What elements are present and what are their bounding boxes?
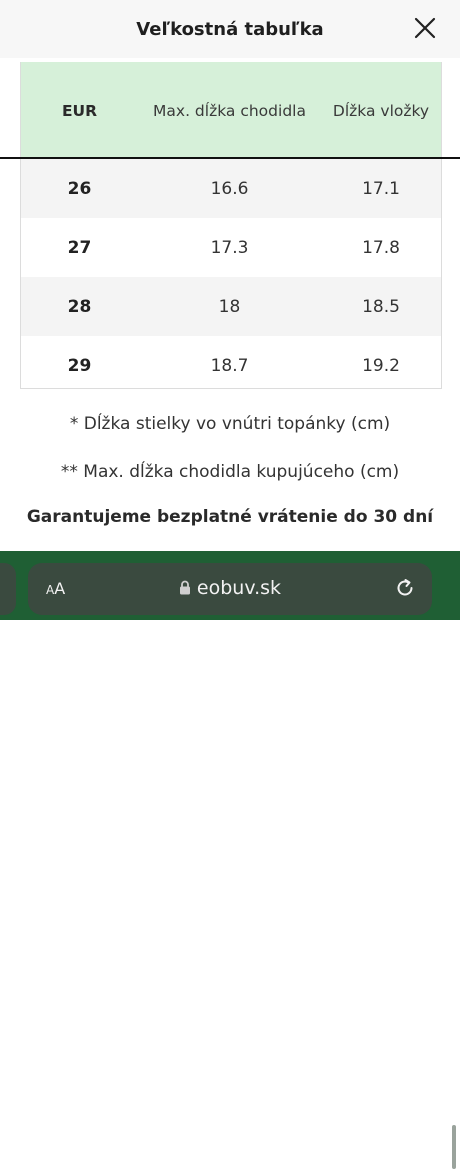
cell-eur: 29	[67, 355, 92, 376]
browser-bottom-bar: AA eobuv.sk	[0, 551, 460, 1169]
table-header: EUR Max. dĺžka chodidla Dĺžka vložky	[21, 62, 441, 159]
text-size-large-glyph: A	[54, 579, 66, 598]
cell-max-foot-length: 17.3	[210, 237, 249, 258]
table-row: 27 17.3 17.8	[21, 218, 441, 277]
cell-insole-length: 19.2	[362, 355, 400, 376]
modal-title: Veľkostná tabuľka	[136, 18, 324, 40]
table-row: 29 18.7 19.2	[21, 336, 441, 388]
column-header-eur: EUR	[61, 101, 98, 120]
previous-tab[interactable]	[0, 563, 16, 615]
table-row: 28 18 18.5	[21, 277, 441, 336]
cell-eur: 26	[67, 178, 92, 199]
text-size-small-glyph: A	[46, 583, 55, 597]
notes-section: * Dĺžka stielky vo vnútri topánky (cm) *…	[0, 404, 460, 534]
text-size-button[interactable]: AA	[46, 579, 65, 598]
cell-max-foot-length: 16.6	[210, 178, 249, 199]
table-header-divider	[0, 157, 460, 159]
column-header-insole-length: Dĺžka vložky	[332, 101, 430, 120]
column-header-max-foot-length: Max. dĺžka chodidla	[153, 101, 306, 120]
address-bar[interactable]: AA eobuv.sk	[28, 563, 432, 615]
modal-header: Veľkostná tabuľka	[0, 0, 460, 58]
cell-insole-length: 18.5	[362, 296, 400, 317]
size-table: EUR Max. dĺžka chodidla Dĺžka vložky 26 …	[20, 62, 442, 389]
cell-max-foot-length: 18	[218, 296, 241, 317]
return-guarantee: Garantujeme bezplatné vrátenie do 30 dní	[26, 507, 434, 527]
url-container: eobuv.sk	[28, 577, 432, 599]
lock-icon	[179, 580, 190, 595]
cell-insole-length: 17.1	[362, 178, 400, 199]
reload-icon[interactable]	[394, 577, 416, 599]
foot-note: ** Max. dĺžka chodidla kupujúceho (cm)	[60, 462, 400, 482]
cell-insole-length: 17.8	[362, 237, 400, 258]
cell-max-foot-length: 18.7	[210, 355, 249, 376]
insole-note: * Dĺžka stielky vo vnútri topánky (cm)	[69, 414, 391, 434]
cell-eur: 28	[67, 296, 92, 317]
cell-eur: 27	[67, 237, 92, 258]
table-row: 26 16.6 17.1	[21, 159, 441, 218]
url-text: eobuv.sk	[196, 577, 282, 599]
close-icon[interactable]	[412, 15, 438, 41]
scrollbar-thumb[interactable]	[452, 1125, 456, 1169]
